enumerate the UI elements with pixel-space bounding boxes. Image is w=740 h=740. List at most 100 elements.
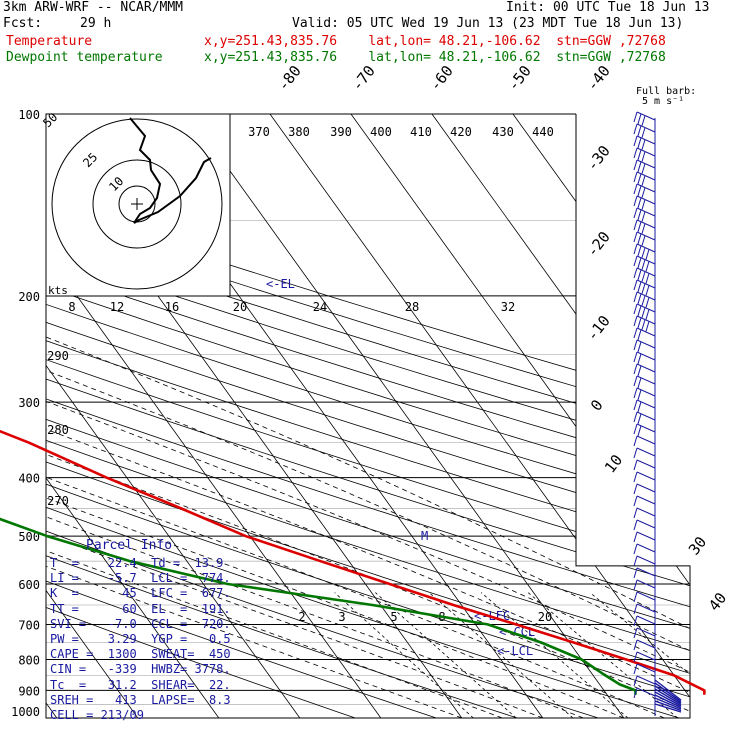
wind-barb	[633, 519, 656, 531]
wind-barb	[633, 567, 656, 579]
parcel-info-row: PW = 3.29 YGP = 0.5	[50, 632, 231, 646]
dry-adiabat-line	[46, 114, 690, 718]
isotherm-line	[269, 114, 690, 718]
isotherm-label: -40	[583, 62, 614, 94]
isotherm-line	[431, 114, 690, 718]
wind-barb	[633, 483, 656, 495]
wind-barb	[633, 363, 656, 376]
wind-barb	[633, 471, 656, 483]
mixing-ratio-line	[527, 592, 678, 718]
hodograph-ring-25	[92, 159, 182, 249]
wind-barb	[633, 663, 656, 675]
wind-barb	[633, 555, 656, 567]
pressure-label: 900	[18, 684, 40, 698]
theta-label: 390	[330, 125, 352, 139]
mixing-ratio-label: 5	[390, 610, 397, 624]
dry-adiabat-line	[46, 114, 690, 718]
wind-barb	[633, 159, 656, 174]
wind-barb	[633, 411, 656, 424]
theta-label: 410	[410, 125, 432, 139]
isotherm-line	[46, 114, 139, 718]
wind-barb	[633, 687, 656, 699]
wind-key-title: Full barb:	[636, 86, 696, 97]
theta-label: 380	[288, 125, 310, 139]
wind-barb	[633, 171, 656, 186]
parcel-info-row: LI = -5.7 LCL = 774.	[50, 571, 231, 586]
hodograph-unit: kts	[48, 284, 68, 297]
wind-barb	[633, 243, 656, 260]
wind-barb	[654, 685, 682, 704]
wind-barb	[633, 375, 656, 388]
dry-adiabat-line	[46, 114, 690, 718]
isotherm-label: -20	[583, 228, 614, 260]
dry-adiabat-line	[46, 114, 690, 718]
dry-adiabat-line	[46, 114, 690, 718]
model-title: 3km ARW-WRF -- NCAR/MMM	[3, 0, 184, 15]
wind-barbs: Full barb:5 m s⁻¹	[633, 86, 696, 716]
theta-side-label: 270	[47, 494, 69, 508]
theta-label: 420	[450, 125, 472, 139]
parcel-info-row: SREH = 413 LAPSE= 8.3	[50, 692, 231, 707]
level-marker-el: <-EL	[266, 277, 295, 291]
isotherm-line	[593, 114, 690, 718]
moist-adiabat-line	[46, 295, 624, 718]
pressure-label: 300	[18, 396, 40, 410]
dry-adiabat-line	[46, 114, 356, 718]
dry-adiabat-line	[46, 114, 690, 718]
wind-barb	[633, 399, 656, 412]
wind-barb	[633, 495, 656, 507]
isotherm-label: 0	[587, 396, 607, 414]
dry-adiabat-line	[46, 114, 690, 718]
wind-barb	[633, 123, 656, 138]
hodograph-speed-label: 24	[313, 300, 327, 314]
wind-barb	[633, 579, 656, 591]
pressure-label: 600	[18, 578, 40, 592]
dry-adiabat-line	[46, 114, 690, 718]
level-marker-lcl: <-LCL	[497, 644, 533, 658]
hodograph-speed-label: 16	[165, 300, 179, 314]
mixing-ratio-line	[334, 592, 474, 718]
dry-adiabat-line	[46, 114, 690, 718]
wind-barb	[654, 691, 682, 707]
isotherm-line	[188, 114, 625, 718]
dry-adiabat-line	[46, 114, 437, 718]
mixing-ratio-label: 20	[538, 610, 552, 624]
mixing-ratio-line	[428, 592, 574, 718]
hodograph-speed-label: 20	[233, 300, 247, 314]
wind-barb	[633, 267, 656, 284]
pressure-label: 500	[18, 530, 40, 544]
pressure-label: 1000	[11, 705, 40, 719]
dry-adiabat-line	[46, 114, 680, 718]
valid-time: Valid: 05 UTC Wed 19 Jun 13 (23 MDT Tue …	[292, 16, 684, 31]
wind-barb	[633, 135, 656, 150]
wind-barb	[633, 231, 656, 246]
hodograph-trace	[129, 117, 212, 224]
parcel-info-row: TT = 60 EL = 191.	[50, 601, 231, 616]
wind-barb	[633, 603, 656, 615]
isotherm-line	[512, 114, 690, 718]
wind-barb	[654, 700, 682, 712]
wind-barb	[633, 531, 656, 543]
wind-barb	[633, 279, 656, 296]
parcel-info-row: CELL = 213/09	[50, 708, 144, 722]
temperature-location: x,y=251.43,835.76 lat,lon= 48.21,-106.62…	[204, 34, 666, 49]
wind-barb	[633, 591, 656, 603]
wind-barb	[633, 255, 656, 272]
dry-adiabat-line	[46, 114, 690, 718]
level-marker-ccl: <-CCL	[499, 625, 535, 639]
mixing-ratio-line	[375, 592, 517, 718]
isotherm-label: -10	[583, 312, 614, 344]
hodograph-speed-label: 12	[110, 300, 124, 314]
temperature-profile	[0, 429, 706, 695]
wind-barb	[654, 679, 682, 701]
level-marker-m: M	[421, 529, 428, 543]
wind-barb	[633, 447, 656, 459]
wind-barb	[633, 315, 656, 332]
init-time: Init: 00 UTC Tue 18 Jun 13	[506, 0, 710, 15]
theta-label: 440	[532, 125, 554, 139]
wind-barb	[633, 543, 656, 555]
isotherm-label: 40	[705, 589, 730, 614]
moist-adiabat-line	[46, 295, 462, 718]
dewpoint-profile	[0, 517, 637, 695]
header: 3km ARW-WRF -- NCAR/MMM Init: 00 UTC Tue…	[0, 0, 740, 66]
